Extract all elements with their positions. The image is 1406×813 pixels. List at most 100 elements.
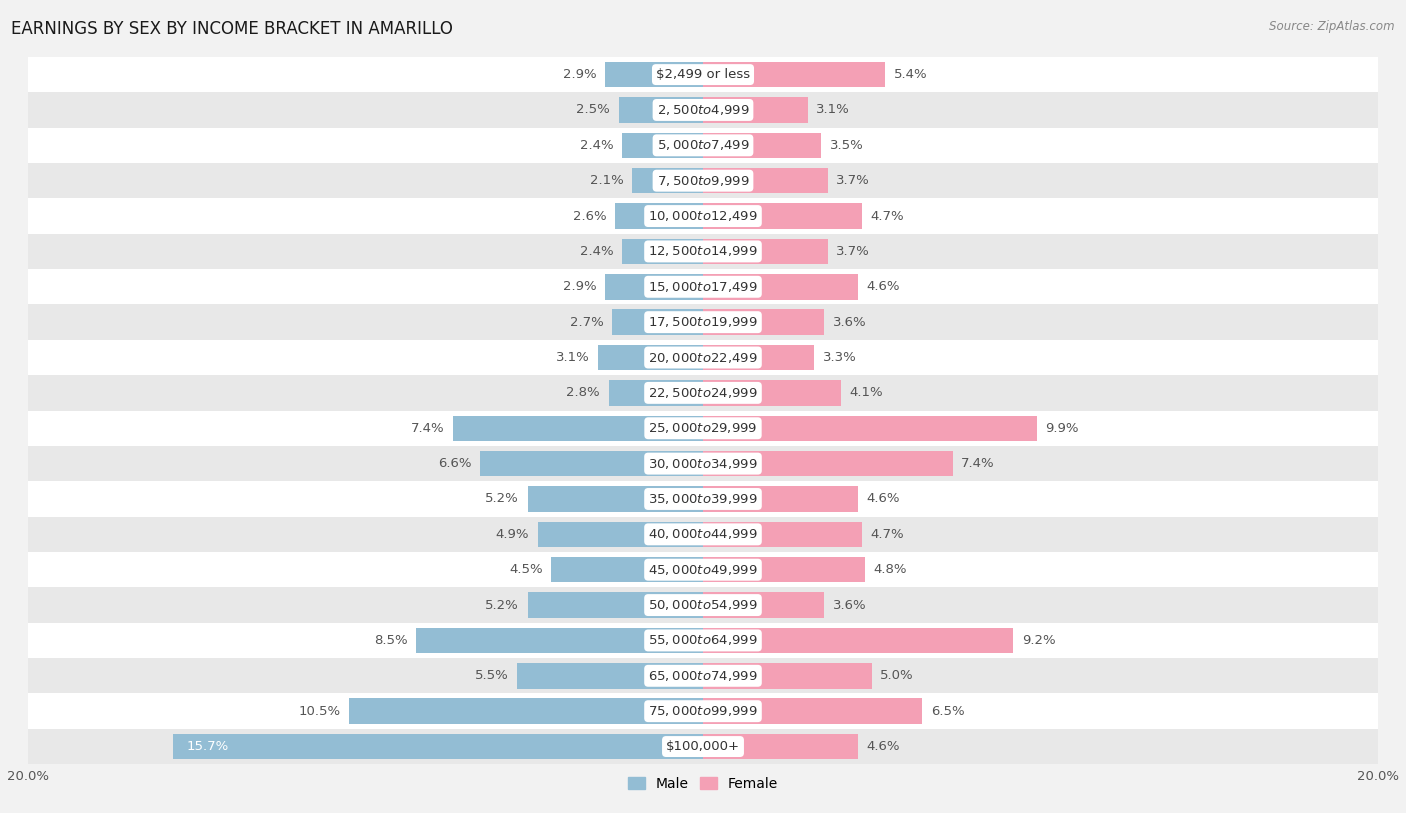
Text: $25,000 to $29,999: $25,000 to $29,999: [648, 421, 758, 435]
Text: $5,000 to $7,499: $5,000 to $7,499: [657, 138, 749, 152]
Bar: [621, 133, 703, 158]
Text: 3.1%: 3.1%: [557, 351, 591, 364]
Text: $40,000 to $44,999: $40,000 to $44,999: [648, 528, 758, 541]
Bar: [703, 133, 821, 158]
Text: 6.6%: 6.6%: [439, 457, 472, 470]
Text: 2.9%: 2.9%: [562, 280, 596, 293]
Text: 4.6%: 4.6%: [866, 493, 900, 506]
Text: 3.6%: 3.6%: [832, 315, 866, 328]
Text: 3.7%: 3.7%: [837, 174, 870, 187]
Bar: [605, 62, 703, 87]
Bar: [537, 522, 703, 547]
Bar: [703, 734, 858, 759]
Text: $2,500 to $4,999: $2,500 to $4,999: [657, 103, 749, 117]
Text: 2.7%: 2.7%: [569, 315, 603, 328]
Bar: [633, 168, 703, 193]
Bar: [28, 233, 1378, 269]
Bar: [703, 345, 814, 370]
Text: $20,000 to $22,499: $20,000 to $22,499: [648, 350, 758, 364]
Bar: [703, 628, 1014, 653]
Bar: [28, 446, 1378, 481]
Text: 15.7%: 15.7%: [187, 740, 229, 753]
Bar: [612, 310, 703, 335]
Bar: [703, 239, 828, 264]
Text: 3.1%: 3.1%: [815, 103, 849, 116]
Text: 2.6%: 2.6%: [574, 210, 607, 223]
Text: $45,000 to $49,999: $45,000 to $49,999: [648, 563, 758, 576]
Text: 5.2%: 5.2%: [485, 598, 519, 611]
Bar: [28, 304, 1378, 340]
Bar: [28, 481, 1378, 517]
Bar: [28, 198, 1378, 234]
Text: 2.4%: 2.4%: [579, 245, 613, 258]
Bar: [28, 269, 1378, 304]
Text: 7.4%: 7.4%: [411, 422, 444, 435]
Bar: [28, 340, 1378, 375]
Text: 5.5%: 5.5%: [475, 669, 509, 682]
Text: $100,000+: $100,000+: [666, 740, 740, 753]
Text: $30,000 to $34,999: $30,000 to $34,999: [648, 457, 758, 471]
Bar: [703, 663, 872, 689]
Bar: [28, 552, 1378, 587]
Text: 3.5%: 3.5%: [830, 139, 863, 152]
Bar: [453, 415, 703, 441]
Bar: [703, 593, 824, 618]
Bar: [703, 486, 858, 511]
Bar: [619, 98, 703, 123]
Text: EARNINGS BY SEX BY INCOME BRACKET IN AMARILLO: EARNINGS BY SEX BY INCOME BRACKET IN AMA…: [11, 20, 453, 38]
Text: $7,500 to $9,999: $7,500 to $9,999: [657, 174, 749, 188]
Legend: Male, Female: Male, Female: [623, 771, 783, 796]
Bar: [703, 274, 858, 299]
Text: $75,000 to $99,999: $75,000 to $99,999: [648, 704, 758, 718]
Text: $17,500 to $19,999: $17,500 to $19,999: [648, 315, 758, 329]
Text: 9.9%: 9.9%: [1046, 422, 1078, 435]
Text: 3.7%: 3.7%: [837, 245, 870, 258]
Text: $65,000 to $74,999: $65,000 to $74,999: [648, 669, 758, 683]
Bar: [703, 62, 886, 87]
Text: 4.8%: 4.8%: [873, 563, 907, 576]
Text: $35,000 to $39,999: $35,000 to $39,999: [648, 492, 758, 506]
Text: 2.9%: 2.9%: [562, 68, 596, 81]
Text: 2.5%: 2.5%: [576, 103, 610, 116]
Text: 3.6%: 3.6%: [832, 598, 866, 611]
Bar: [703, 451, 953, 476]
Bar: [527, 593, 703, 618]
Bar: [28, 163, 1378, 198]
Bar: [28, 693, 1378, 729]
Bar: [703, 168, 828, 193]
Text: 5.2%: 5.2%: [485, 493, 519, 506]
Bar: [609, 380, 703, 406]
Text: $15,000 to $17,499: $15,000 to $17,499: [648, 280, 758, 293]
Bar: [517, 663, 703, 689]
Text: 8.5%: 8.5%: [374, 634, 408, 647]
Bar: [28, 517, 1378, 552]
Bar: [703, 557, 865, 582]
Text: 10.5%: 10.5%: [298, 705, 340, 718]
Text: $2,499 or less: $2,499 or less: [657, 68, 749, 81]
Text: 4.7%: 4.7%: [870, 528, 904, 541]
Bar: [349, 698, 703, 724]
Text: 3.3%: 3.3%: [823, 351, 856, 364]
Bar: [28, 128, 1378, 163]
Text: 4.6%: 4.6%: [866, 740, 900, 753]
Text: 7.4%: 7.4%: [962, 457, 995, 470]
Bar: [703, 203, 862, 228]
Text: Source: ZipAtlas.com: Source: ZipAtlas.com: [1270, 20, 1395, 33]
Text: 4.5%: 4.5%: [509, 563, 543, 576]
Text: 6.5%: 6.5%: [931, 705, 965, 718]
Text: 2.1%: 2.1%: [591, 174, 624, 187]
Text: 4.6%: 4.6%: [866, 280, 900, 293]
Bar: [28, 57, 1378, 92]
Bar: [28, 729, 1378, 764]
Bar: [703, 380, 841, 406]
Bar: [28, 376, 1378, 411]
Bar: [28, 411, 1378, 446]
Bar: [28, 587, 1378, 623]
Text: 9.2%: 9.2%: [1022, 634, 1056, 647]
Bar: [703, 98, 807, 123]
Text: 5.4%: 5.4%: [894, 68, 928, 81]
Bar: [605, 274, 703, 299]
Bar: [551, 557, 703, 582]
Bar: [703, 522, 862, 547]
Bar: [416, 628, 703, 653]
